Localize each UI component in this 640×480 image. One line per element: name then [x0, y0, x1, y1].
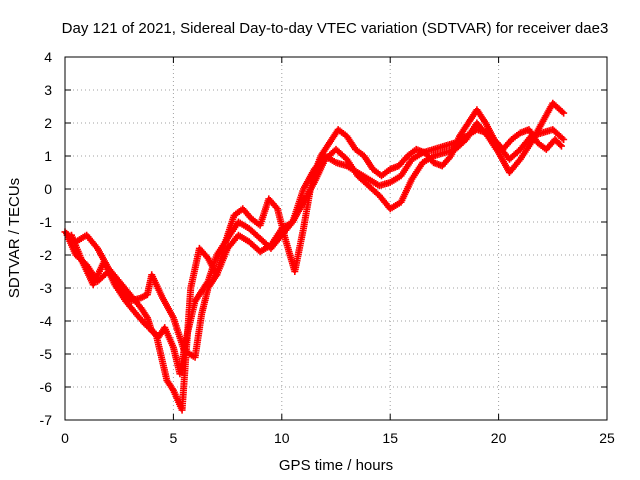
data-point: [560, 109, 568, 117]
y-tick-label: 4: [44, 49, 52, 65]
chart-title: Day 121 of 2021, Sidereal Day-to-day VTE…: [62, 20, 609, 37]
y-tick-label: -5: [40, 346, 53, 362]
plot-frame: [64, 56, 608, 421]
y-tick-label: -3: [40, 280, 53, 296]
data-point: [556, 141, 564, 149]
series-track-a: [61, 126, 568, 378]
x-axis-label: GPS time / hours: [279, 457, 393, 474]
axis-ticks: 0 5 10 15 20 25 -7 -6 -5 -4 -3 -2 -1 0 1 2 3 4: [40, 49, 615, 446]
y-axis-label: SDTVAR / TECUs: [6, 178, 23, 298]
y-tick-label: 3: [44, 82, 52, 98]
y-tick-label: -1: [40, 214, 53, 230]
y-tick-label: 0: [44, 181, 52, 197]
x-tick-label: 10: [274, 430, 290, 446]
y-tick-label: -6: [40, 379, 53, 395]
x-tick-label: 0: [61, 430, 69, 446]
y-tick-label: 1: [44, 148, 52, 164]
grid-lines: [65, 57, 607, 420]
x-tick-label: 5: [170, 430, 178, 446]
y-tick-label: -2: [40, 247, 53, 263]
series-track-c: [68, 106, 565, 414]
y-tick-label: 2: [44, 115, 52, 131]
series-track-b: [63, 99, 568, 361]
y-tick-label: -7: [40, 412, 53, 428]
data-marks: [61, 99, 568, 414]
data-point: [560, 136, 568, 143]
x-tick-label: 20: [491, 430, 507, 446]
x-tick-label: 15: [382, 430, 398, 446]
data-point: [557, 142, 565, 150]
x-tick-label: 25: [599, 430, 615, 446]
y-tick-label: -4: [40, 313, 53, 329]
